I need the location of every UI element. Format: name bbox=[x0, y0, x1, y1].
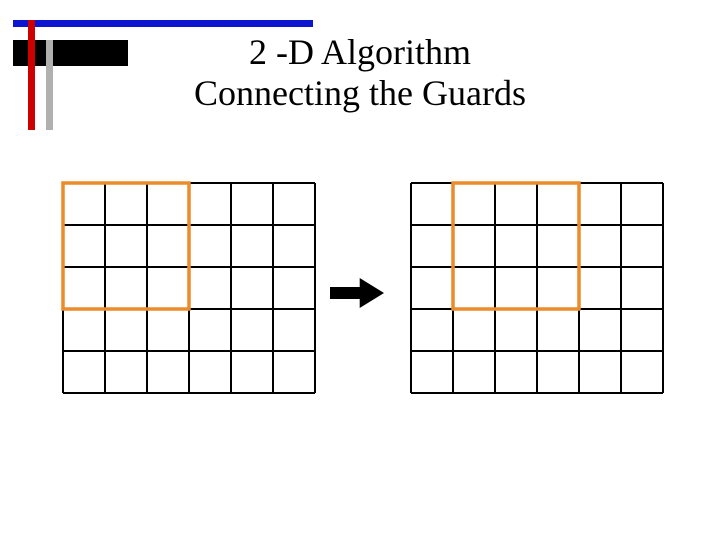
slide: 2 -D Algorithm Connecting the Guards bbox=[0, 0, 720, 540]
title-line-1: 2 -D Algorithm bbox=[249, 32, 471, 72]
grid-svg bbox=[408, 180, 666, 396]
arrow-right-icon bbox=[330, 278, 384, 308]
grid-left bbox=[60, 180, 318, 396]
highlight-rect bbox=[63, 183, 189, 309]
grid-right bbox=[408, 180, 666, 396]
title-line-2: Connecting the Guards bbox=[194, 73, 526, 113]
slide-title: 2 -D Algorithm Connecting the Guards bbox=[0, 32, 720, 115]
highlight-rect bbox=[453, 183, 579, 309]
grid-svg bbox=[60, 180, 318, 396]
header-bar-blue bbox=[13, 20, 313, 27]
